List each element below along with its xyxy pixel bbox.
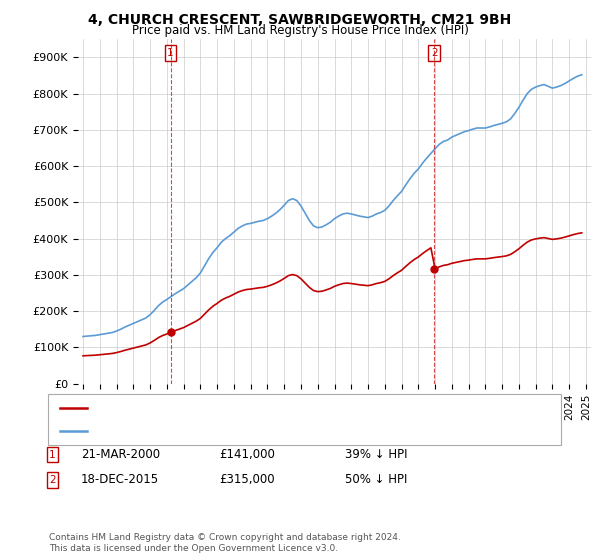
Text: 18-DEC-2015: 18-DEC-2015 [81,473,159,487]
Text: 4, CHURCH CRESCENT, SAWBRIDGEWORTH, CM21 9BH: 4, CHURCH CRESCENT, SAWBRIDGEWORTH, CM21… [88,13,512,27]
Text: 39% ↓ HPI: 39% ↓ HPI [345,448,407,461]
Text: £315,000: £315,000 [219,473,275,487]
Text: 2: 2 [431,48,437,58]
Text: £141,000: £141,000 [219,448,275,461]
Text: HPI: Average price, detached house, East Hertfordshire: HPI: Average price, detached house, East… [93,426,368,436]
Text: 21-MAR-2000: 21-MAR-2000 [81,448,160,461]
Text: 1: 1 [49,450,56,460]
Text: 1: 1 [167,48,174,58]
Text: 50% ↓ HPI: 50% ↓ HPI [345,473,407,487]
Text: Contains HM Land Registry data © Crown copyright and database right 2024.
This d: Contains HM Land Registry data © Crown c… [49,533,401,553]
Text: 2: 2 [49,475,56,485]
Text: Price paid vs. HM Land Registry's House Price Index (HPI): Price paid vs. HM Land Registry's House … [131,24,469,37]
Text: 4, CHURCH CRESCENT, SAWBRIDGEWORTH, CM21 9BH (detached house): 4, CHURCH CRESCENT, SAWBRIDGEWORTH, CM21… [93,403,458,413]
